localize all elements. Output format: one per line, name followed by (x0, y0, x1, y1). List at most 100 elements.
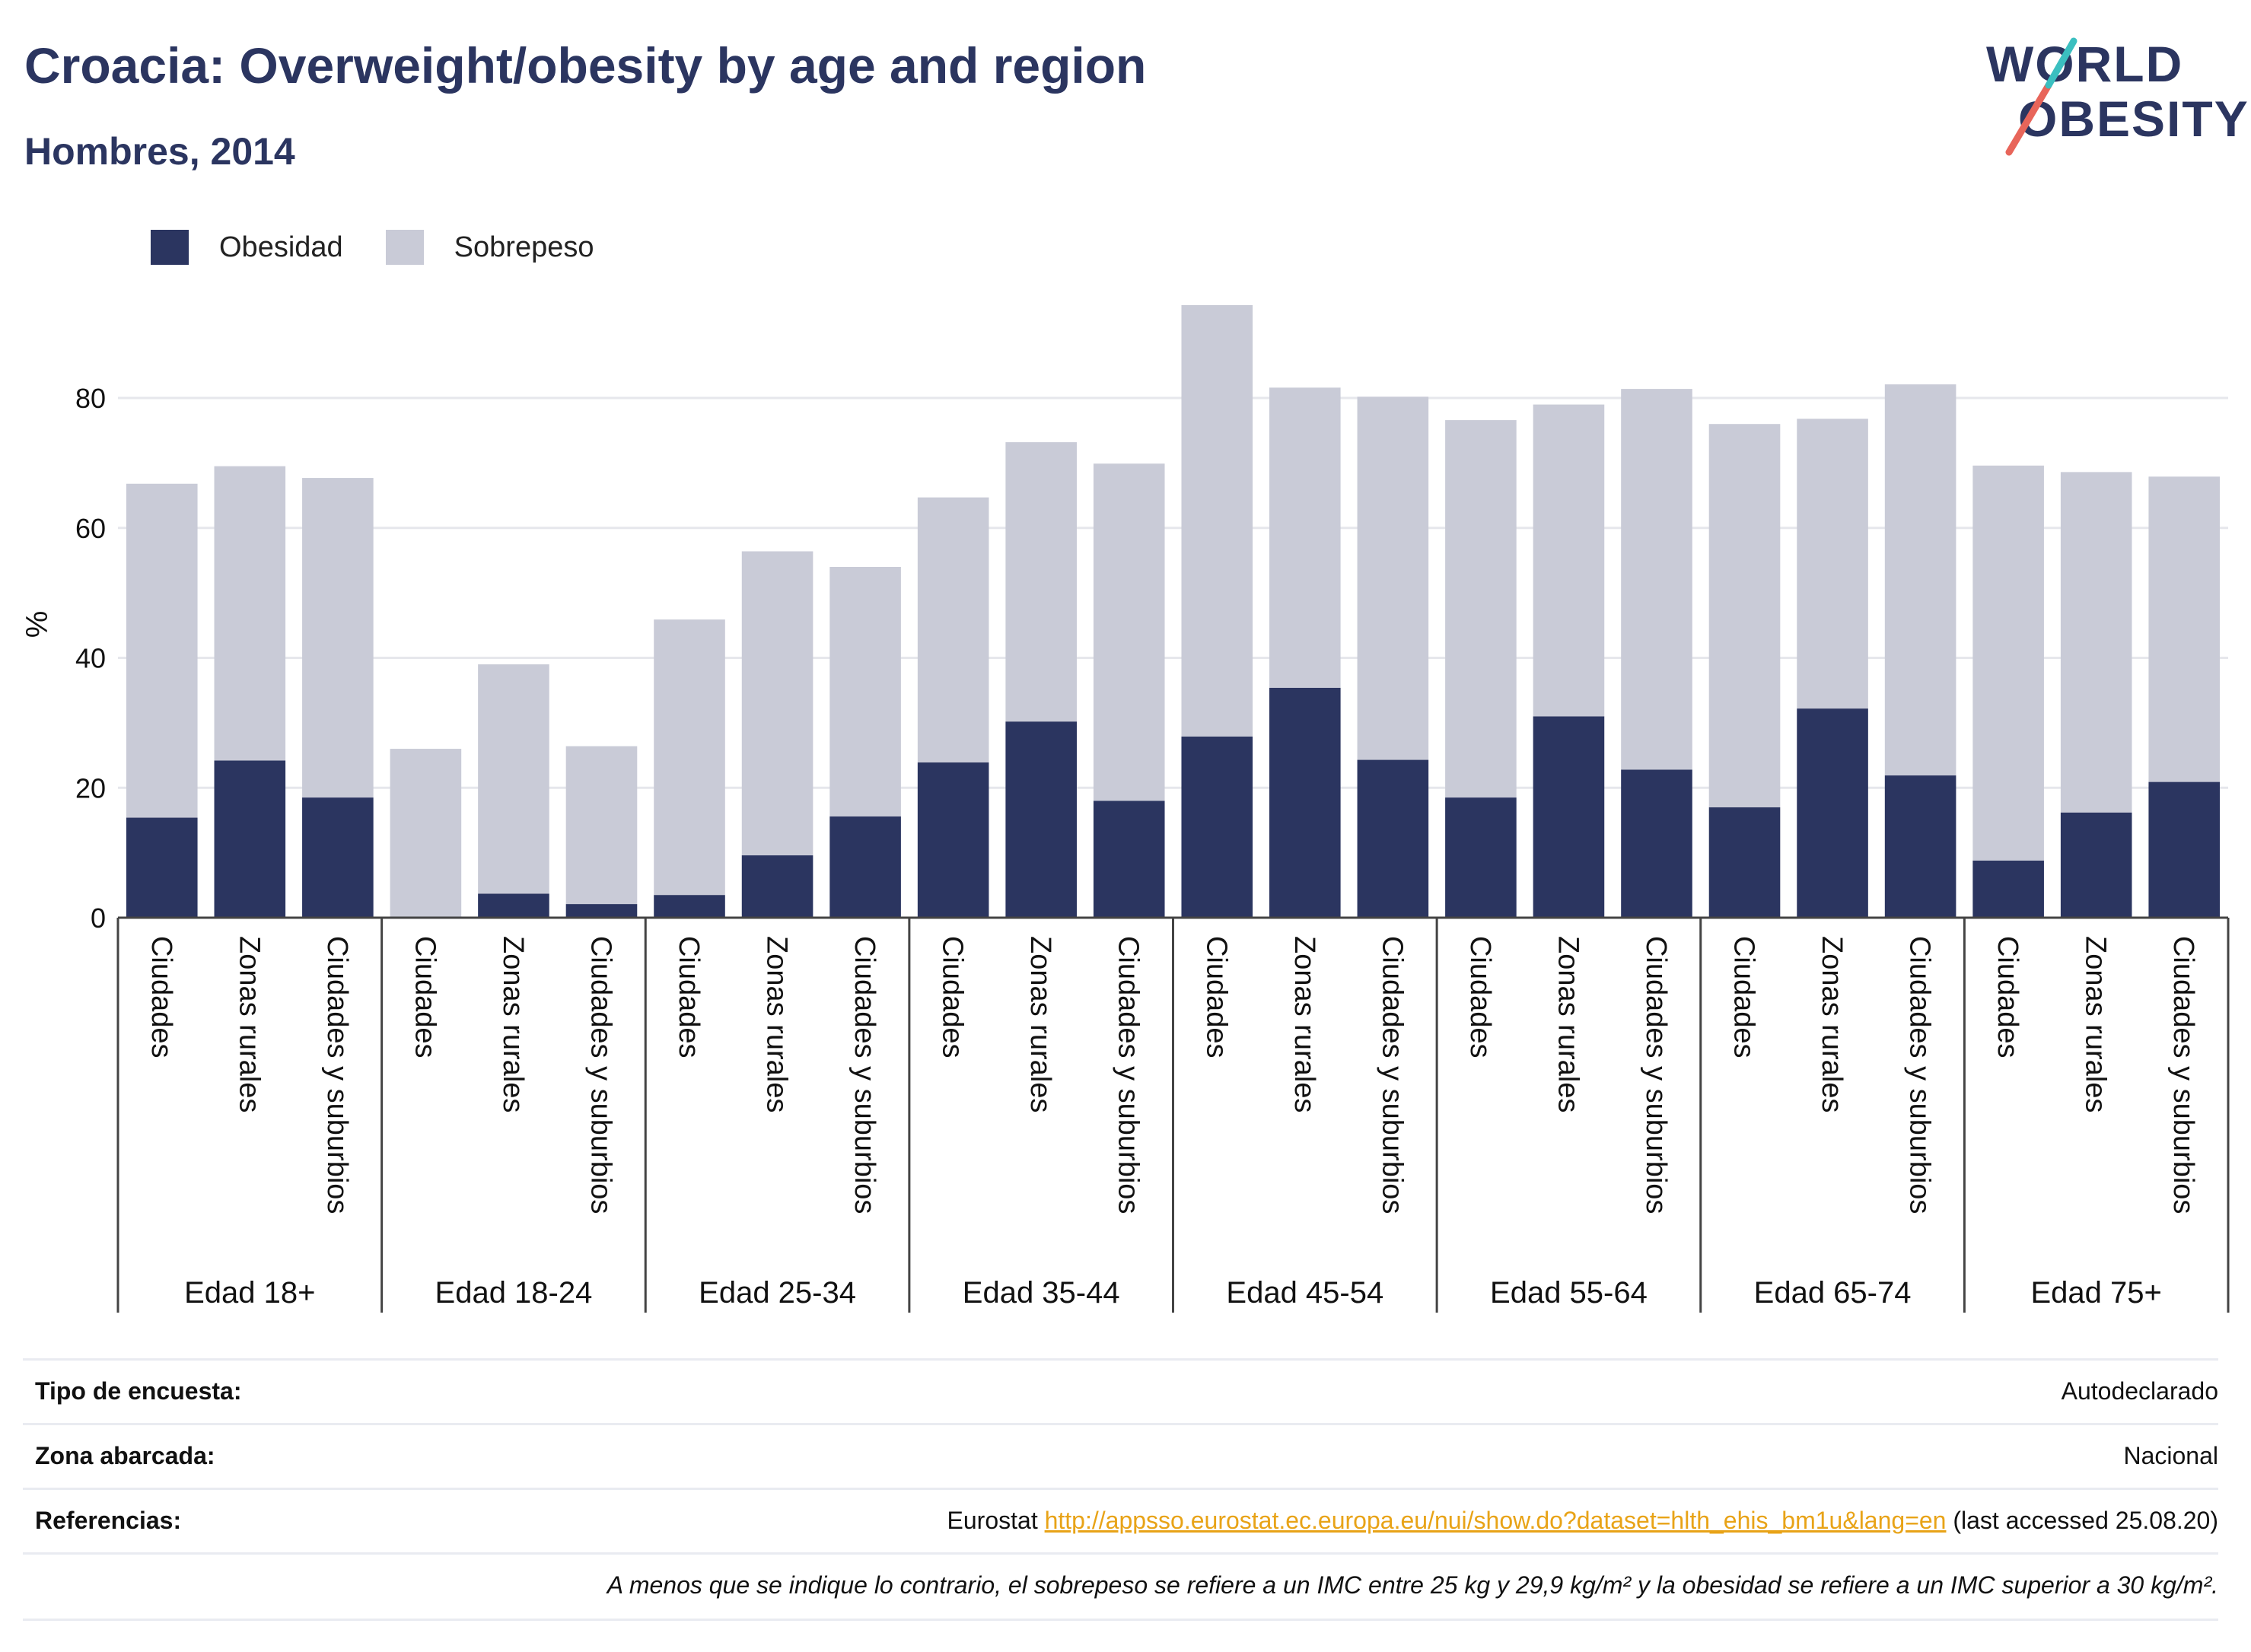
bar-overweight (126, 483, 198, 818)
bar-obesity (917, 762, 989, 918)
chart-title: Croacia: Overweight/obesity by age and r… (24, 37, 1147, 94)
stacked-bar-chart: 0 20 40 60 80% Ciudades Zonas rurales Ciudades … (21, 304, 2230, 1313)
y-tick-label: 60 (75, 513, 106, 544)
x-tick-label: Zonas rurales (761, 936, 793, 1112)
bar-overweight (1797, 419, 1868, 709)
x-tick-label: Ciudades y suburbios (1640, 936, 1672, 1214)
bar-obesity (1005, 721, 1077, 918)
footnote-text: A menos que se indique lo contrario, el … (607, 1571, 2218, 1599)
bar-obesity (1357, 759, 1429, 918)
bar-overweight (2060, 472, 2132, 813)
legend-label-overweight: Sobrepeso (454, 231, 594, 263)
bar-overweight (1533, 404, 1605, 717)
group-label: Edad 45-54 (1226, 1276, 1383, 1310)
bar-obesity (1533, 716, 1605, 918)
bar-obesity (2148, 781, 2221, 918)
bar-obesity (829, 816, 901, 918)
group-label: Edad 25-34 (699, 1276, 856, 1310)
legend-item-overweight[interactable]: Sobrepeso (385, 230, 594, 265)
y-tick-label: 20 (75, 772, 106, 804)
bar-obesity (1797, 708, 1868, 918)
group-label: Edad 75+ (2030, 1276, 2161, 1310)
x-tick-label: Ciudades (145, 936, 177, 1058)
info-row-survey-type: Tipo de encuesta: Autodeclarado (23, 1358, 2218, 1423)
x-tick-label: Ciudades (937, 936, 969, 1058)
bar-overweight (1621, 389, 1692, 770)
chart-legend: Obesidad Sobrepeso (151, 224, 636, 270)
area-label: Zona abarcada: (35, 1442, 215, 1469)
bar-obesity (1972, 860, 2044, 918)
chart-subtitle: Hombres, 2014 (24, 130, 295, 173)
bar-overweight (1093, 463, 1165, 801)
bar-overweight (1708, 424, 1781, 807)
bar-overweight (2148, 476, 2221, 782)
bar-obesity (478, 893, 549, 918)
world-obesity-logo: WORLD OBESITY (1979, 30, 2248, 160)
bar-overweight (917, 497, 989, 762)
x-tick-label: Ciudades (1728, 936, 1760, 1058)
bar-obesity (214, 760, 286, 918)
legend-item-obesity[interactable]: Obesidad (151, 230, 343, 265)
bar-obesity (1708, 807, 1781, 918)
references-link[interactable]: http://appsso.eurostat.ec.europa.eu/nui/… (1044, 1507, 1947, 1534)
x-tick-label: Zonas rurales (1288, 936, 1320, 1112)
footnote: A menos que se indique lo contrario, el … (23, 1552, 2218, 1621)
bar-obesity (1884, 775, 1956, 918)
y-tick-label: 40 (75, 643, 106, 674)
bar-overweight (214, 466, 286, 761)
bar-obesity (126, 817, 198, 918)
bar-obesity (741, 855, 813, 918)
bar-overweight (1972, 465, 2044, 861)
x-tick-label: Ciudades (409, 936, 441, 1058)
bar-obesity (565, 904, 638, 918)
survey-type-value: Autodeclarado (2061, 1377, 2218, 1405)
bar-overweight (302, 478, 374, 798)
x-tick-label: Ciudades y suburbios (584, 936, 616, 1214)
info-row-references: Referencias: Eurostat http://appsso.euro… (23, 1488, 2218, 1552)
group-label: Edad 18-24 (435, 1276, 593, 1310)
x-tick-label: Ciudades y suburbios (321, 936, 353, 1214)
bar-obesity (654, 895, 725, 918)
group-label: Edad 18+ (184, 1276, 315, 1310)
survey-type-label: Tipo de encuesta: (35, 1377, 242, 1405)
bar-obesity (1445, 797, 1517, 918)
bar-overweight (829, 567, 901, 816)
bar-obesity (302, 797, 374, 918)
references-value: Eurostat http://appsso.eurostat.ec.europ… (947, 1507, 2218, 1535)
legend-swatch-obesity (151, 230, 189, 265)
bar-obesity (1181, 736, 1253, 918)
bar-overweight (1445, 420, 1517, 798)
bar-overweight (1269, 387, 1341, 688)
bar-overweight (1884, 384, 1956, 776)
x-tick-label: Ciudades (673, 936, 705, 1058)
y-axis-title: % (21, 611, 54, 638)
x-tick-label: Ciudades y suburbios (1113, 936, 1145, 1214)
bar-obesity (2060, 812, 2132, 918)
group-label: Edad 65-74 (1754, 1276, 1912, 1310)
x-tick-label: Ciudades (1992, 936, 2023, 1058)
legend-swatch-overweight (385, 230, 424, 265)
logo-word-world: WORLD (1986, 36, 2184, 92)
x-tick-label: Ciudades y suburbios (849, 936, 880, 1214)
logo-slash-icon (2005, 37, 2077, 156)
info-row-area: Zona abarcada: Nacional (23, 1423, 2218, 1488)
references-accessed: (last accessed 25.08.20) (1946, 1507, 2218, 1534)
y-tick-label: 80 (75, 383, 106, 414)
bar-overweight (741, 551, 813, 856)
x-tick-label: Ciudades (1464, 936, 1496, 1058)
group-label: Edad 35-44 (963, 1276, 1120, 1310)
bar-overweight (1357, 396, 1429, 760)
x-tick-label: Ciudades y suburbios (1904, 936, 1936, 1214)
info-table: Tipo de encuesta: Autodeclarado Zona aba… (23, 1358, 2218, 1621)
bar-overweight (1181, 304, 1253, 737)
x-tick-label: Zonas rurales (233, 936, 265, 1112)
bar-overweight (390, 749, 462, 918)
group-label: Edad 55-64 (1490, 1276, 1648, 1310)
legend-label-obesity: Obesidad (219, 231, 343, 263)
x-tick-label: Zonas rurales (1816, 936, 1848, 1112)
bar-overweight (478, 664, 549, 894)
logo-word-obesity: OBESITY (2018, 91, 2249, 147)
x-tick-label: Zonas rurales (1024, 936, 1056, 1112)
bar-overweight (654, 619, 725, 896)
x-tick-label: Ciudades y suburbios (2167, 936, 2199, 1214)
